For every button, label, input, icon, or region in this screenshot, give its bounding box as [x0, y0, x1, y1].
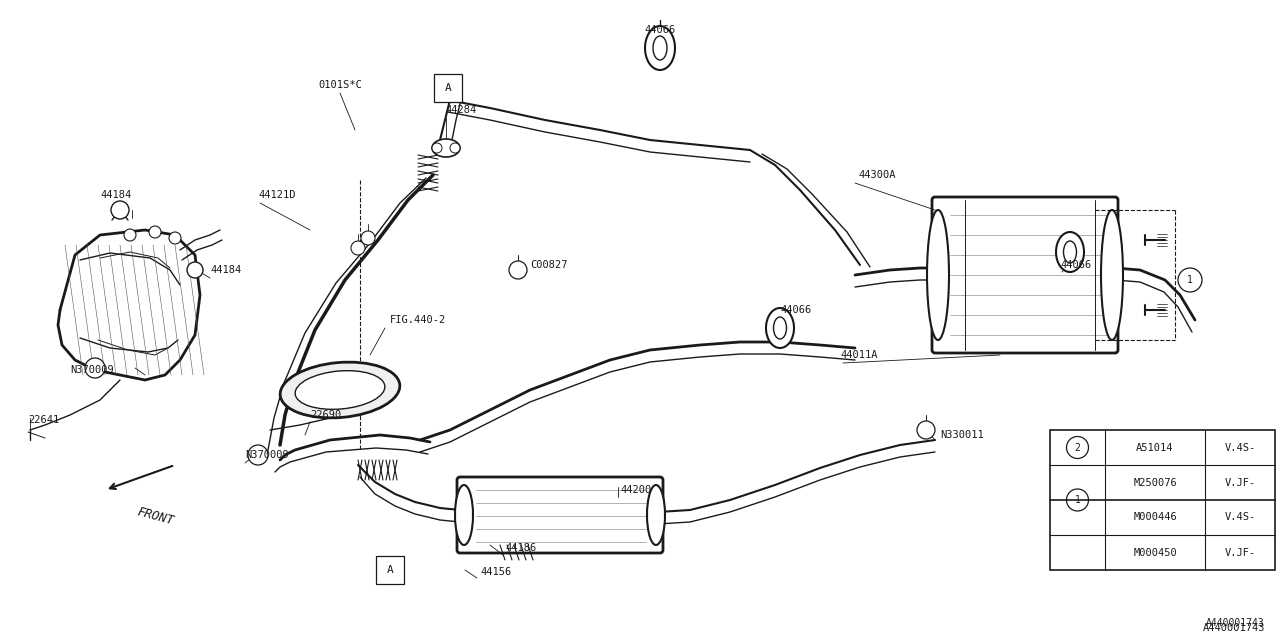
Ellipse shape [927, 210, 948, 340]
Circle shape [169, 232, 180, 244]
Text: FIG.440-2: FIG.440-2 [390, 315, 447, 325]
Bar [434, 74, 462, 102]
Text: V.4S-: V.4S- [1225, 513, 1256, 522]
Text: FRONT: FRONT [136, 505, 175, 527]
Text: 44184: 44184 [210, 265, 241, 275]
Ellipse shape [653, 36, 667, 60]
Ellipse shape [433, 139, 460, 157]
Text: 22641: 22641 [28, 415, 59, 425]
Circle shape [111, 201, 129, 219]
Text: V.4S-: V.4S- [1225, 442, 1256, 452]
Text: 44184: 44184 [100, 190, 132, 200]
Circle shape [1178, 268, 1202, 292]
Circle shape [1066, 489, 1088, 511]
Text: N370009: N370009 [244, 450, 289, 460]
Ellipse shape [280, 362, 399, 418]
Bar [1050, 430, 1275, 570]
Text: 1: 1 [1187, 275, 1193, 285]
Circle shape [148, 226, 161, 238]
Text: A: A [387, 565, 393, 575]
Text: A440001743: A440001743 [1206, 618, 1265, 628]
Ellipse shape [1064, 241, 1076, 263]
Ellipse shape [773, 317, 786, 339]
Ellipse shape [1101, 210, 1123, 340]
Circle shape [351, 241, 365, 255]
Text: A: A [444, 83, 452, 93]
Ellipse shape [296, 371, 385, 410]
Text: 44156: 44156 [480, 567, 511, 577]
Text: 22690: 22690 [310, 410, 342, 420]
Circle shape [451, 143, 460, 153]
Text: M000446: M000446 [1133, 513, 1176, 522]
Text: 44200: 44200 [620, 485, 652, 495]
Text: 44284: 44284 [445, 105, 476, 115]
Text: N330011: N330011 [940, 430, 984, 440]
Ellipse shape [645, 26, 675, 70]
Bar [376, 556, 404, 584]
Text: V.JF-: V.JF- [1225, 477, 1256, 488]
Circle shape [84, 358, 105, 378]
Text: A51014: A51014 [1137, 442, 1174, 452]
Text: M000450: M000450 [1133, 547, 1176, 557]
Text: 1: 1 [1075, 495, 1080, 505]
Circle shape [916, 421, 934, 439]
Ellipse shape [646, 485, 666, 545]
Text: 44066: 44066 [1060, 260, 1092, 270]
Circle shape [509, 261, 527, 279]
Text: V.JF-: V.JF- [1225, 547, 1256, 557]
Text: 0101S*C: 0101S*C [317, 80, 362, 90]
Circle shape [1066, 436, 1088, 458]
Text: 44066: 44066 [780, 305, 812, 315]
Circle shape [124, 229, 136, 241]
Text: 2: 2 [1075, 442, 1080, 452]
FancyBboxPatch shape [457, 477, 663, 553]
Text: A440001743: A440001743 [1202, 623, 1265, 633]
Circle shape [361, 231, 375, 245]
Circle shape [248, 445, 268, 465]
Text: 44121D: 44121D [259, 190, 296, 200]
Text: 44300A: 44300A [858, 170, 896, 180]
Text: M250076: M250076 [1133, 477, 1176, 488]
Ellipse shape [1056, 232, 1084, 272]
Text: C00827: C00827 [530, 260, 567, 270]
Text: 44066: 44066 [644, 25, 676, 35]
Circle shape [187, 262, 204, 278]
Ellipse shape [454, 485, 474, 545]
FancyBboxPatch shape [932, 197, 1117, 353]
Text: 44011A: 44011A [840, 350, 878, 360]
Text: 44186: 44186 [506, 543, 536, 553]
Ellipse shape [765, 308, 794, 348]
Circle shape [433, 143, 442, 153]
Text: N370009: N370009 [70, 365, 114, 375]
